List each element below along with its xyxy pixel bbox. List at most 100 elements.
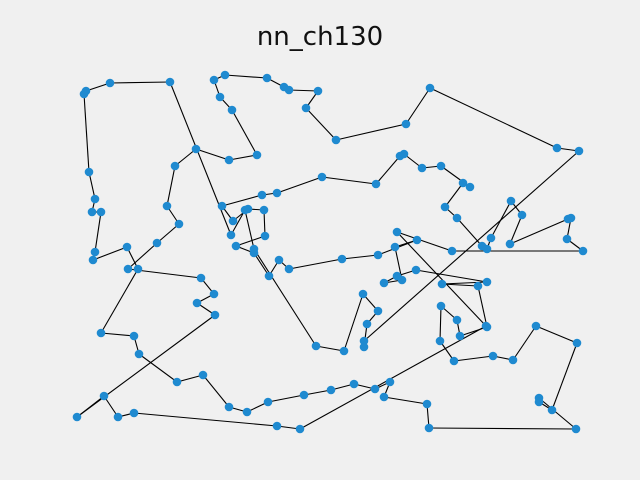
tour-edge xyxy=(375,155,401,185)
city-point xyxy=(339,346,349,356)
tour-edge xyxy=(429,87,558,149)
city-point xyxy=(210,310,220,320)
city-point xyxy=(578,246,588,256)
tour-edge xyxy=(228,154,258,161)
city-point xyxy=(88,255,98,265)
tour-edge xyxy=(83,93,90,173)
city-point xyxy=(257,190,267,200)
tour-edge xyxy=(453,355,494,362)
city-point xyxy=(299,390,309,400)
city-point xyxy=(392,227,402,237)
city-point xyxy=(272,188,282,198)
tour-edge xyxy=(166,165,176,207)
city-point xyxy=(284,264,294,274)
city-point xyxy=(220,70,230,80)
tour-edge xyxy=(299,325,487,430)
city-point xyxy=(458,178,468,188)
city-point xyxy=(129,408,139,418)
city-point xyxy=(313,86,323,96)
tour-edge xyxy=(303,389,332,396)
city-point xyxy=(90,247,100,257)
city-point xyxy=(191,144,201,154)
tour-edge xyxy=(174,148,197,167)
city-point xyxy=(373,250,383,260)
city-point xyxy=(417,163,427,173)
city-point xyxy=(435,336,445,346)
city-point xyxy=(272,421,282,431)
tour-edge xyxy=(100,332,135,337)
city-point xyxy=(508,355,518,365)
city-point xyxy=(209,289,219,299)
tour-edge xyxy=(133,412,278,427)
tour-edge xyxy=(88,171,96,200)
tour-edge xyxy=(415,269,488,283)
tour-edge xyxy=(512,325,537,361)
city-point xyxy=(249,244,259,254)
tour-edge xyxy=(138,353,178,383)
tour-edge xyxy=(267,394,305,403)
tour-edge xyxy=(509,214,523,245)
city-point xyxy=(531,321,541,331)
city-point xyxy=(217,201,227,211)
city-point xyxy=(113,412,123,422)
city-point xyxy=(552,143,562,153)
city-point xyxy=(215,92,225,102)
city-point xyxy=(482,277,492,287)
tour-edge xyxy=(288,89,319,92)
tour-edge xyxy=(231,109,258,156)
tour-edge xyxy=(253,252,270,277)
city-point xyxy=(87,207,97,217)
tour-edge xyxy=(127,242,158,270)
city-point xyxy=(505,239,515,249)
city-point xyxy=(326,385,336,395)
city-point xyxy=(473,281,483,291)
city-point xyxy=(401,119,411,129)
tour-edge xyxy=(509,218,569,245)
city-point xyxy=(224,155,234,165)
city-point xyxy=(79,89,89,99)
city-point xyxy=(481,321,491,331)
city-point xyxy=(437,279,447,289)
city-point xyxy=(263,397,273,407)
tour-edge xyxy=(276,176,323,194)
tour-edge xyxy=(396,231,453,252)
city-point xyxy=(192,298,202,308)
city-point xyxy=(264,271,274,281)
tour-edge xyxy=(405,87,431,125)
city-point xyxy=(311,341,321,351)
city-point xyxy=(72,412,82,422)
tour-edge xyxy=(477,285,488,328)
city-point xyxy=(165,77,175,87)
tour-nodes xyxy=(72,70,588,434)
tour-edge xyxy=(305,107,337,141)
tour-edge xyxy=(456,217,483,247)
city-point xyxy=(455,331,465,341)
tour-edge xyxy=(343,293,364,352)
city-point xyxy=(371,179,381,189)
tour-edge xyxy=(535,325,578,344)
city-point xyxy=(170,161,180,171)
tour-edge xyxy=(444,182,464,208)
city-point xyxy=(262,73,272,83)
city-point xyxy=(96,328,106,338)
city-point xyxy=(436,161,446,171)
city-point xyxy=(295,424,305,434)
city-point xyxy=(506,196,516,206)
city-point xyxy=(162,201,172,211)
city-point xyxy=(172,377,182,387)
city-point xyxy=(123,264,133,274)
city-point xyxy=(572,338,582,348)
city-point xyxy=(129,331,139,341)
tour-edge xyxy=(428,427,577,430)
city-point xyxy=(227,105,237,115)
tour-edge xyxy=(383,396,428,405)
city-point xyxy=(122,242,132,252)
city-point xyxy=(359,336,369,346)
tour-edge xyxy=(321,176,377,185)
city-point xyxy=(242,407,252,417)
tour-edge xyxy=(396,231,487,327)
city-point xyxy=(252,150,262,160)
city-point xyxy=(482,244,492,254)
